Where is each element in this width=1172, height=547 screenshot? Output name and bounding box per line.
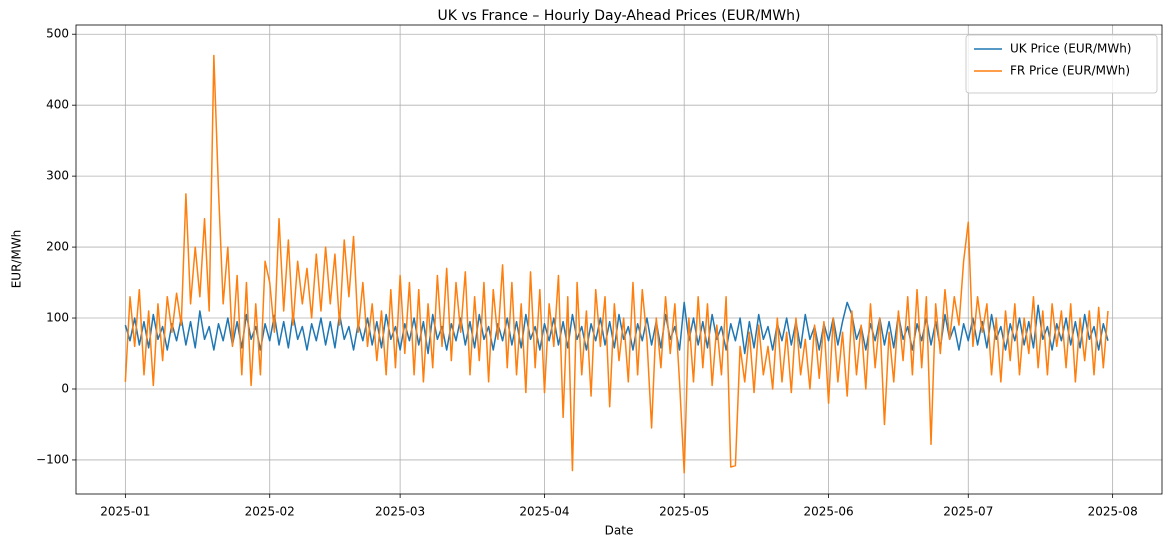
y-tick-label: −100: [36, 452, 69, 466]
legend-label: UK Price (EUR/MWh): [1010, 42, 1132, 56]
x-tick-label: 2025-07: [943, 505, 993, 519]
x-tick-label: 2025-05: [659, 505, 709, 519]
y-tick-label: 300: [46, 169, 69, 183]
series-line: [124, 54, 1109, 474]
x-tick-label: 2025-02: [245, 505, 295, 519]
y-tick-label: 500: [46, 27, 69, 41]
y-tick-label: 100: [46, 311, 69, 325]
x-tick-label: 2025-03: [375, 505, 425, 519]
plot-frame: [75, 24, 1163, 495]
x-axis-label: Date: [605, 524, 634, 538]
x-tick-label: 2025-04: [519, 505, 569, 519]
y-tick-label: 400: [46, 98, 69, 112]
x-tick-label: 2025-08: [1088, 505, 1138, 519]
chart-title: UK vs France – Hourly Day-Ahead Prices (…: [438, 8, 801, 24]
legend-box: [965, 34, 1158, 94]
x-tick-label: 2025-06: [803, 505, 853, 519]
y-axis-label: EUR/MWh: [10, 230, 24, 289]
y-tick-label: 0: [61, 381, 69, 395]
y-tick-label: 200: [46, 240, 69, 254]
legend-label: FR Price (EUR/MWh): [1010, 64, 1130, 78]
x-tick-label: 2025-01: [100, 505, 150, 519]
